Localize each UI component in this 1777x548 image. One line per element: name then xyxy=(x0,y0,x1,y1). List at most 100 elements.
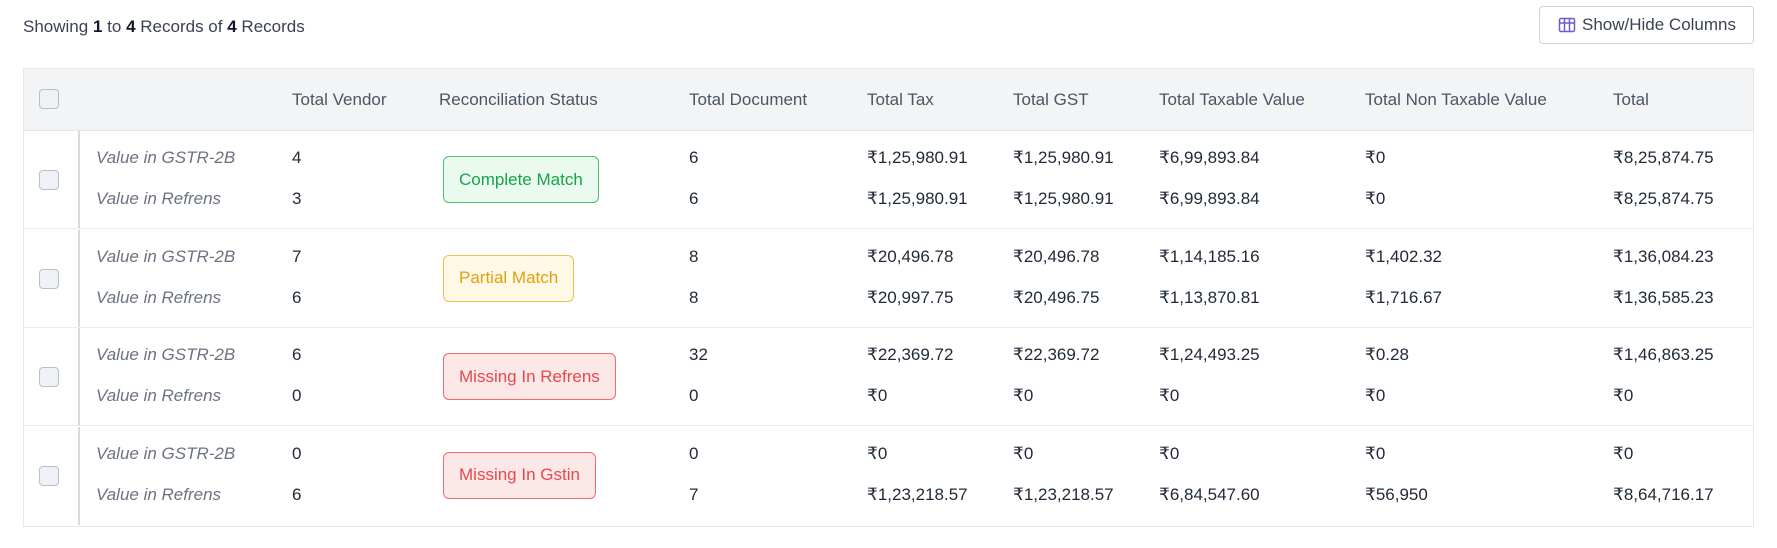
cell-document: 6 xyxy=(689,148,699,167)
row-select-checkbox[interactable] xyxy=(39,268,59,289)
cell-total: ₹8,25,874.75 xyxy=(1613,148,1714,167)
cell-total: ₹8,64,716.17 xyxy=(1613,484,1714,504)
table-row[interactable]: Value in GSTR-2B 7 8 ₹20,496.78 ₹20,496.78 ₹1… xyxy=(24,229,1753,328)
cell-taxable: ₹0 xyxy=(1159,386,1180,405)
reconciliation-status-badge: Missing In Refrens xyxy=(443,353,616,400)
cell-vendor: 6 xyxy=(292,484,302,504)
range-end: 4 xyxy=(126,17,136,36)
cell-document: 8 xyxy=(689,246,699,266)
value-in-refrens-label: Value in Refrens xyxy=(96,386,222,405)
row-select-checkbox[interactable] xyxy=(39,465,59,486)
cell-total: ₹8,25,874.75 xyxy=(1613,189,1714,208)
reconciliation-status-badge: Missing In Gstin xyxy=(443,451,596,499)
cell-gst: ₹20,496.75 xyxy=(1013,287,1100,307)
column-header-total-tax[interactable]: Total Tax xyxy=(867,90,934,109)
records-summary: Showing 1 to 4 Records of 4 Records xyxy=(23,17,305,37)
column-header-total-non-taxable-value[interactable]: Total Non Taxable Value xyxy=(1365,90,1547,109)
cell-total: ₹0 xyxy=(1613,386,1634,405)
cell-tax: ₹1,23,218.57 xyxy=(867,484,968,504)
column-header-total-document[interactable]: Total Document xyxy=(689,90,808,109)
select-all-checkbox[interactable] xyxy=(39,89,59,109)
value-in-gstr-label: Value in GSTR-2B xyxy=(96,246,236,266)
cell-taxable: ₹1,24,493.25 xyxy=(1159,345,1260,364)
cell-total: ₹1,46,863.25 xyxy=(1613,345,1714,364)
cell-gst: ₹22,369.72 xyxy=(1013,345,1100,364)
show-hide-columns-button[interactable]: Show/Hide Columns xyxy=(1538,6,1754,44)
records-word: Records xyxy=(241,17,305,36)
value-in-refrens-label: Value in Refrens xyxy=(96,484,222,504)
records-of: Records of xyxy=(140,17,223,36)
cell-tax: ₹1,25,980.91 xyxy=(867,189,968,208)
cell-document: 32 xyxy=(689,345,708,364)
show-hide-columns-label: Show/Hide Columns xyxy=(1581,15,1736,34)
cell-gst: ₹1,25,980.91 xyxy=(1013,189,1114,208)
cell-vendor: 6 xyxy=(292,287,302,307)
cell-non-taxable: ₹0 xyxy=(1365,386,1386,405)
value-in-refrens-label: Value in Refrens xyxy=(96,287,222,307)
value-in-gstr-label: Value in GSTR-2B xyxy=(96,148,236,167)
cell-taxable: ₹1,13,870.81 xyxy=(1159,287,1260,307)
cell-non-taxable: ₹56,950 xyxy=(1365,484,1428,504)
table-row[interactable]: Value in GSTR-2B 6 32 ₹22,369.72 ₹22,369.72 ₹… xyxy=(24,328,1753,426)
to-word: to xyxy=(107,17,122,36)
range-start: 1 xyxy=(92,17,103,36)
row-divider xyxy=(78,229,80,327)
row-divider xyxy=(78,328,80,425)
column-header-total-vendor[interactable]: Total Vendor xyxy=(292,90,387,109)
value-in-refrens-label: Value in Refrens xyxy=(96,189,222,208)
cell-tax: ₹22,369.72 xyxy=(867,345,954,364)
cell-tax: ₹0 xyxy=(867,443,888,463)
table-row[interactable]: Value in GSTR-2B 0 0 ₹0 ₹0 ₹0 ₹0 ₹0 Value in Ref… xyxy=(24,426,1753,525)
row-divider xyxy=(78,426,80,525)
table-row[interactable]: Value in GSTR-2B 4 6 ₹1,25,980.91 ₹1,25,980.… xyxy=(24,131,1753,229)
total-count: 4 xyxy=(227,17,237,36)
cell-total: ₹1,36,084.23 xyxy=(1613,246,1714,266)
cell-gst: ₹0 xyxy=(1013,443,1034,463)
reconciliation-table: Total Vendor Reconciliation Status Total… xyxy=(23,68,1754,527)
value-in-gstr-label: Value in GSTR-2B xyxy=(96,345,236,364)
cell-tax: ₹20,496.78 xyxy=(867,246,954,266)
cell-vendor: 4 xyxy=(292,148,302,167)
cell-non-taxable: ₹1,716.67 xyxy=(1365,287,1442,307)
cell-tax: ₹20,997.75 xyxy=(867,287,954,307)
cell-document: 7 xyxy=(689,484,699,504)
row-select-checkbox[interactable] xyxy=(39,170,59,190)
column-header-total[interactable]: Total xyxy=(1613,90,1649,109)
cell-non-taxable: ₹0 xyxy=(1365,189,1386,208)
table-toolbar: Showing 1 to 4 Records of 4 Records Show… xyxy=(23,0,1754,54)
column-header-reconciliation-status[interactable]: Reconciliation Status xyxy=(439,90,598,109)
cell-document: 6 xyxy=(689,189,699,208)
cell-document: 0 xyxy=(689,443,699,463)
cell-document: 0 xyxy=(689,386,699,405)
column-header-total-gst[interactable]: Total GST xyxy=(1013,90,1089,109)
cell-non-taxable: ₹1,402.32 xyxy=(1365,246,1442,266)
cell-gst: ₹1,23,218.57 xyxy=(1013,484,1114,504)
columns-grid-icon xyxy=(1558,17,1576,33)
cell-total: ₹0 xyxy=(1613,443,1634,463)
row-divider xyxy=(78,131,80,228)
cell-non-taxable: ₹0.28 xyxy=(1365,345,1409,364)
column-header-total-taxable-value[interactable]: Total Taxable Value xyxy=(1159,90,1305,109)
cell-taxable: ₹0 xyxy=(1159,443,1180,463)
cell-taxable: ₹6,99,893.84 xyxy=(1159,189,1260,208)
reconciliation-status-badge: Partial Match xyxy=(443,254,575,302)
cell-vendor: 6 xyxy=(292,345,302,364)
cell-document: 8 xyxy=(689,287,699,307)
cell-non-taxable: ₹0 xyxy=(1365,148,1386,167)
row-select-checkbox[interactable] xyxy=(39,367,59,387)
cell-non-taxable: ₹0 xyxy=(1365,443,1386,463)
cell-taxable: ₹6,84,547.60 xyxy=(1159,484,1260,504)
table-header: Total Vendor Reconciliation Status Total… xyxy=(24,69,1753,131)
cell-gst: ₹0 xyxy=(1013,386,1034,405)
cell-total: ₹1,36,585.23 xyxy=(1613,287,1714,307)
value-in-gstr-label: Value in GSTR-2B xyxy=(96,443,236,463)
cell-gst: ₹20,496.78 xyxy=(1013,246,1100,266)
reconciliation-status-badge: Complete Match xyxy=(443,156,599,203)
cell-tax: ₹0 xyxy=(867,386,888,405)
cell-gst: ₹1,25,980.91 xyxy=(1013,148,1114,167)
showing-prefix: Showing xyxy=(23,17,89,36)
cell-vendor: 7 xyxy=(292,246,302,266)
cell-vendor: 3 xyxy=(292,189,302,208)
cell-taxable: ₹1,14,185.16 xyxy=(1159,246,1260,266)
cell-vendor: 0 xyxy=(292,386,302,405)
